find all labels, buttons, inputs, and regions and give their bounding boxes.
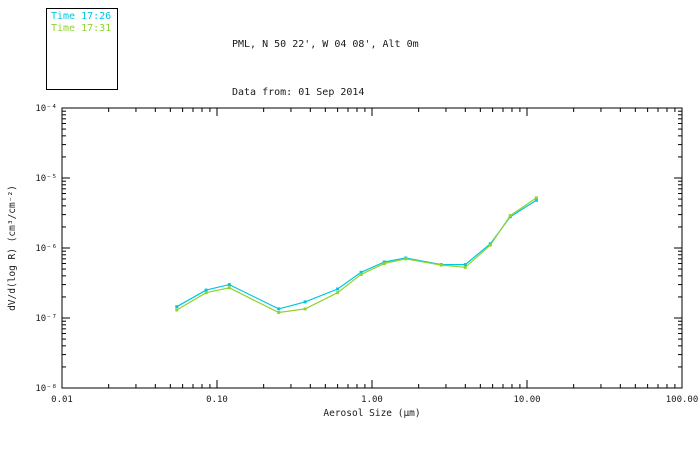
axis-ticks [61,107,683,389]
y-tick-label: 10⁻⁵ [35,174,57,184]
x-tick-label: 0.01 [51,395,73,405]
y-axis-title: dV/d(log R) (cm³/cm⁻²) [7,185,18,311]
legend-item-1: Time 17:26 [51,11,112,22]
data-series [175,196,538,314]
header-location: PML, N 50 22', W 04 08', Alt 0m [232,39,419,50]
x-tick-label: 0.10 [206,395,228,405]
plot-header: PML, N 50 22', W 04 08', Alt 0m Data fro… [232,5,419,133]
x-axis-title: Aerosol Size (μm) [323,408,420,419]
plot-border [61,107,683,389]
legend-box: Time 17:26 Time 17:31 [46,8,118,90]
x-tick-label: 100.00 [666,395,699,405]
y-tick-label: 10⁻⁸ [35,384,57,394]
y-tick-label: 10⁻⁷ [35,314,57,324]
x-tick-label: 10.00 [513,395,540,405]
y-tick-label: 10⁻⁶ [35,244,57,254]
y-tick-label: 10⁻⁴ [35,104,57,114]
x-tick-label: 1.00 [361,395,383,405]
legend-item-2: Time 17:31 [51,23,112,34]
header-date: Data from: 01 Sep 2014 [232,87,365,98]
